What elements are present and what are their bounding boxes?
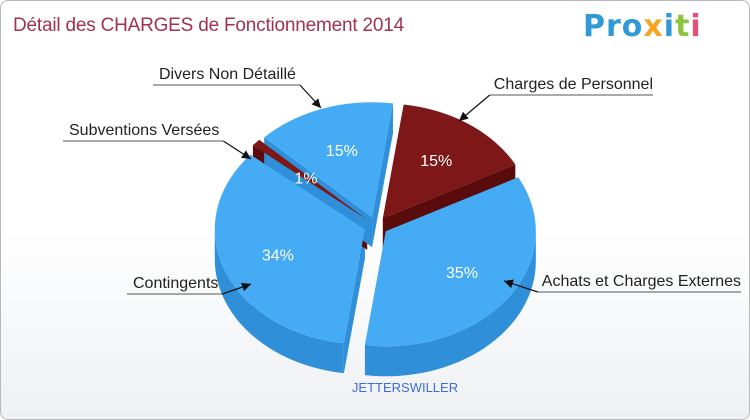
callout-arrowhead: [311, 98, 321, 108]
chart-title: Détail des CHARGES de Fonctionnement 201…: [13, 15, 405, 36]
slice-percent-label: 1%: [294, 170, 317, 187]
pie-slice[interactable]: [252, 139, 368, 220]
slice-percent-label: 34%: [262, 248, 294, 265]
slice-percent-label: 15%: [326, 143, 358, 160]
slice-side-wall: [214, 229, 344, 374]
callout-arrowhead: [241, 150, 251, 159]
slice-callout-label: Charges de Personnel: [494, 76, 653, 93]
callout-arrowhead: [459, 111, 469, 121]
pie-slice[interactable]: [382, 104, 516, 219]
callout-arrowhead: [241, 282, 251, 292]
slice-callout-label: Subventions Versées: [69, 122, 219, 139]
slice-callout-label: Divers Non Détaillé: [159, 66, 296, 83]
logo-letter: r: [606, 9, 622, 44]
logo-letter: o: [621, 9, 644, 44]
pie-callouts: Charges de Personnel Achats et Charges Ex…: [63, 66, 741, 295]
slice-percent-label: 35%: [446, 265, 478, 282]
slice-callout-label: Contingents: [133, 275, 218, 292]
pie-slice[interactable]: [364, 177, 536, 347]
slice-callout-label: Achats et Charges Externes: [542, 273, 741, 290]
slice-cut-face: [343, 229, 365, 374]
pie-percent-labels: 15% 35% 34% 1% 15%: [262, 143, 478, 282]
callout-arrowhead: [504, 279, 514, 289]
slice-side-wall: [364, 231, 536, 377]
chart-subtitle: JETTERSWILLER: [352, 380, 458, 395]
pie-slice[interactable]: [264, 102, 393, 218]
logo-letter: i: [663, 9, 676, 44]
slice-percent-label: 15%: [420, 153, 452, 170]
logo-letter: x: [643, 9, 664, 44]
slice-cut-face: [372, 103, 393, 248]
proxiti-logo[interactable]: Proxiti: [583, 9, 702, 44]
pie-top-layer: [214, 102, 536, 347]
logo-letter: i: [690, 9, 702, 44]
logo-letter: t: [675, 9, 691, 44]
pie-slice[interactable]: [214, 154, 365, 344]
logo-letter: P: [583, 9, 606, 44]
